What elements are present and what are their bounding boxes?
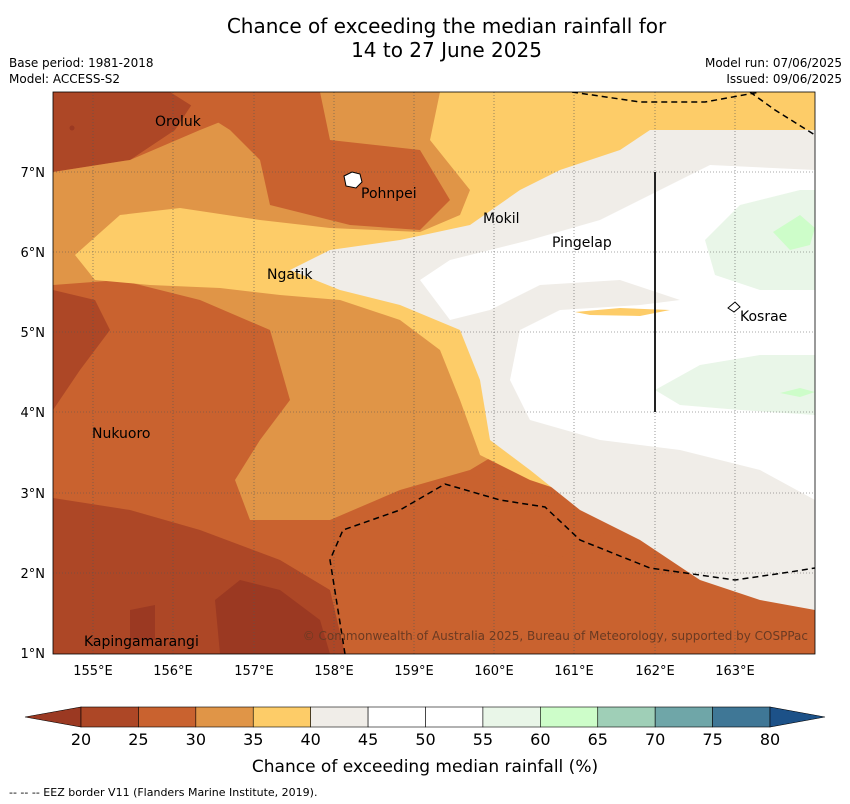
map-speck xyxy=(69,125,75,131)
band-below-20-patch xyxy=(130,605,155,640)
rainfall-map: Oroluk Pohnpei Mokil Pingelap Ngatik Kos… xyxy=(53,92,815,654)
lon-tick: 160°E xyxy=(474,664,514,679)
colorbar-swatch-50-55 xyxy=(425,706,484,728)
colorbar-tick-label: 45 xyxy=(358,730,378,749)
title-line-1: Chance of exceeding the median rainfall … xyxy=(226,14,667,38)
colorbar-tick-label: 25 xyxy=(128,730,148,749)
colorbar-tick-label: 40 xyxy=(300,730,320,749)
map-frame xyxy=(52,91,816,655)
lon-tick: 161°E xyxy=(554,664,594,679)
colorbar-swatch-75-80 xyxy=(712,706,771,728)
place-label-oroluk: Oroluk xyxy=(155,114,202,130)
copyright-text: © Commonwealth of Australia 2025, Bureau… xyxy=(303,629,808,643)
lon-tick: 156°E xyxy=(153,664,193,679)
meta-right: Model run: 07/06/2025 Issued: 09/06/2025 xyxy=(705,55,842,87)
colorbar-swatch-65-70 xyxy=(597,706,656,728)
model-run: Model run: 07/06/2025 xyxy=(704,56,842,70)
colorbar-tick-label: 70 xyxy=(645,730,665,749)
lat-tick: 2°N xyxy=(21,567,46,582)
colorbar-tick-label: 65 xyxy=(588,730,608,749)
place-label-mokil: Mokil xyxy=(483,211,520,227)
lat-tick: 3°N xyxy=(21,487,46,502)
lon-tick: 159°E xyxy=(394,664,434,679)
colorbar-arrow-below xyxy=(24,706,82,728)
eez-footnote: -- -- -- EEZ border V11 (Flanders Marine… xyxy=(9,786,318,799)
colorbar-swatch-35-40 xyxy=(252,706,311,728)
lon-tick: 157°E xyxy=(234,664,274,679)
colorbar-swatch-20-25 xyxy=(80,706,139,728)
colorbar-tick-label: 75 xyxy=(702,730,722,749)
colorbar-swatch-25-30 xyxy=(138,706,197,728)
place-label-pohnpei: Pohnpei xyxy=(361,186,417,202)
eez-border-south xyxy=(329,483,815,654)
latitude-ticks: 7°N 6°N 5°N 4°N 3°N 2°N 1°N xyxy=(21,166,46,662)
colorbar-swatch-40-45 xyxy=(310,706,369,728)
band-below-20-south xyxy=(215,580,330,654)
band-25-30-south-lobe xyxy=(420,475,610,558)
lon-tick: 158°E xyxy=(314,664,354,679)
lat-tick: 5°N xyxy=(21,326,46,341)
colorbar-tick-label: 50 xyxy=(415,730,435,749)
map-title: Chance of exceeding the median rainfall … xyxy=(0,14,850,62)
colorbar-label: Chance of exceeding median rainfall (%) xyxy=(252,757,598,777)
colorbar-tick-label: 35 xyxy=(243,730,263,749)
meta-left: Base period: 1981-2018 Model: ACCESS-S2 xyxy=(9,55,154,87)
colorbar-tick-label: 80 xyxy=(760,730,780,749)
pohnpei-island-outline xyxy=(343,171,363,189)
eez-borders xyxy=(329,92,815,654)
eez-border-northeast xyxy=(749,92,815,136)
colorbar-arrow-above xyxy=(769,706,826,728)
issued-date: Issued: 09/06/2025 xyxy=(726,72,842,86)
graticule xyxy=(53,92,815,654)
colorbar-swatch-30-35 xyxy=(195,706,254,728)
band-60-65-north xyxy=(773,215,815,250)
band-35-40-sliver xyxy=(575,308,670,316)
title-line-2: 14 to 27 June 2025 xyxy=(351,38,542,62)
lon-tick: 155°E xyxy=(73,664,113,679)
colorbar-swatch-60-65 xyxy=(540,706,599,728)
band-55-60-south xyxy=(655,355,815,415)
lat-tick: 7°N xyxy=(21,166,46,181)
kosrae-island-outline xyxy=(727,301,741,313)
colorbar-swatch-45-50 xyxy=(367,706,426,728)
colorbar-swatch-55-60 xyxy=(482,706,541,728)
band-25-30-pohnpei xyxy=(170,92,450,230)
model-name: Model: ACCESS-S2 xyxy=(9,72,121,86)
band-60-65-south xyxy=(780,388,815,397)
colorbar: 20 25 30 35 40 45 50 55 60 65 70 75 80 xyxy=(24,706,826,749)
lon-tick: 162°E xyxy=(635,664,675,679)
colorbar-tick-label: 60 xyxy=(530,730,550,749)
longitude-ticks: 155°E 156°E 157°E 158°E 159°E 160°E 161°… xyxy=(73,664,755,679)
lat-tick: 6°N xyxy=(21,246,46,261)
base-period: Base period: 1981-2018 xyxy=(9,56,154,70)
place-label-kapingamarangi: Kapingamarangi xyxy=(84,634,199,650)
colorbar-swatch-70-75 xyxy=(654,706,713,728)
colorbar-tick-label: 55 xyxy=(473,730,493,749)
place-labels: Oroluk Pohnpei Mokil Pingelap Ngatik Kos… xyxy=(84,114,787,650)
eez-border-north xyxy=(571,92,761,103)
band-20-25-west xyxy=(53,290,110,410)
band-20-25-northwest xyxy=(53,92,200,172)
lon-tick: 163°E xyxy=(715,664,755,679)
place-label-kosrae: Kosrae xyxy=(740,309,787,325)
lat-tick: 4°N xyxy=(21,406,46,421)
place-label-ngatik: Ngatik xyxy=(267,267,313,283)
place-label-nukuoro: Nukuoro xyxy=(92,426,150,442)
colorbar-tick-label: 20 xyxy=(71,730,91,749)
colorbar-tick-label: 30 xyxy=(186,730,206,749)
lat-tick: 1°N xyxy=(21,647,46,662)
band-55-60-north xyxy=(705,190,815,290)
place-label-pingelap: Pingelap xyxy=(552,235,612,251)
